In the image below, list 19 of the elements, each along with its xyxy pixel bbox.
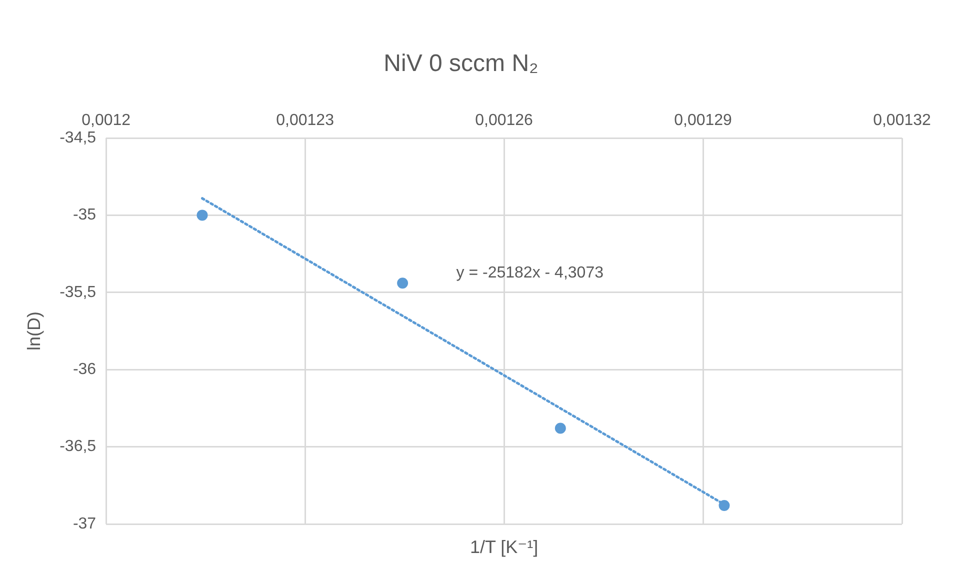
y-tick-label: -37 [72,515,96,532]
x-tick-label: 0,00132 [873,112,932,129]
x-tick-label: 0,0012 [82,112,131,129]
x-axis-title: 1/T [K⁻¹] [470,536,538,557]
point [554,422,566,434]
y-tick-label: -35 [72,206,96,224]
x-tick-label: 0,00129 [674,112,732,129]
y-tick-label: -35,5 [60,284,96,301]
point [718,500,730,511]
y-tick-label: -36 [72,361,96,378]
y-tick-label: -34,5 [60,129,96,146]
y-tick-label: -36,5 [60,438,96,456]
x-tick-label: 0,00123 [276,112,334,129]
annotation: y = -25182x - 4,3073 [456,264,604,282]
y-axis-title: ln(D) [24,312,44,350]
point [397,278,408,289]
chart-title: NiV 0 sccm N₂ [384,50,538,78]
x-tick-label: 0,00126 [475,112,534,129]
point [196,210,208,221]
